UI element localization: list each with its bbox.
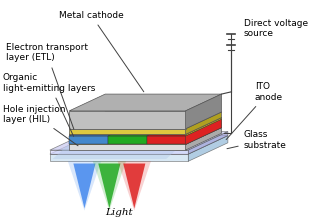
Polygon shape: [69, 134, 186, 144]
Polygon shape: [186, 128, 222, 150]
Text: Hole injection
layer (HIL): Hole injection layer (HIL): [3, 105, 78, 146]
Polygon shape: [186, 119, 222, 144]
Polygon shape: [186, 94, 222, 129]
Text: Direct voltage
source: Direct voltage source: [244, 19, 308, 39]
Polygon shape: [53, 139, 188, 159]
Text: ITO
anode: ITO anode: [226, 82, 283, 140]
Text: Light: Light: [105, 208, 133, 217]
Polygon shape: [147, 136, 186, 144]
Polygon shape: [50, 136, 228, 154]
Polygon shape: [69, 94, 222, 111]
Polygon shape: [69, 112, 222, 129]
Polygon shape: [93, 161, 126, 211]
Polygon shape: [50, 150, 188, 154]
Polygon shape: [69, 111, 186, 129]
Polygon shape: [69, 144, 186, 150]
Polygon shape: [50, 131, 228, 150]
Polygon shape: [69, 118, 222, 134]
Polygon shape: [69, 129, 186, 134]
Polygon shape: [50, 154, 188, 161]
Polygon shape: [108, 136, 147, 144]
Polygon shape: [118, 161, 151, 211]
Text: Electron transport
layer (ETL): Electron transport layer (ETL): [6, 43, 88, 129]
Polygon shape: [186, 118, 222, 144]
Polygon shape: [68, 161, 101, 211]
Text: Organic
light-emitting layers: Organic light-emitting layers: [3, 73, 95, 136]
Text: Glass
substrate: Glass substrate: [227, 130, 286, 150]
Polygon shape: [69, 130, 120, 136]
Polygon shape: [147, 130, 197, 136]
Polygon shape: [73, 164, 95, 208]
Polygon shape: [186, 118, 222, 136]
Polygon shape: [188, 131, 228, 154]
Polygon shape: [98, 164, 120, 208]
Text: Metal cathode: Metal cathode: [59, 11, 144, 92]
Polygon shape: [69, 118, 222, 134]
Polygon shape: [123, 164, 145, 208]
Polygon shape: [69, 136, 108, 144]
Polygon shape: [69, 128, 222, 144]
Polygon shape: [108, 130, 159, 136]
Polygon shape: [188, 136, 228, 161]
Polygon shape: [186, 112, 222, 134]
